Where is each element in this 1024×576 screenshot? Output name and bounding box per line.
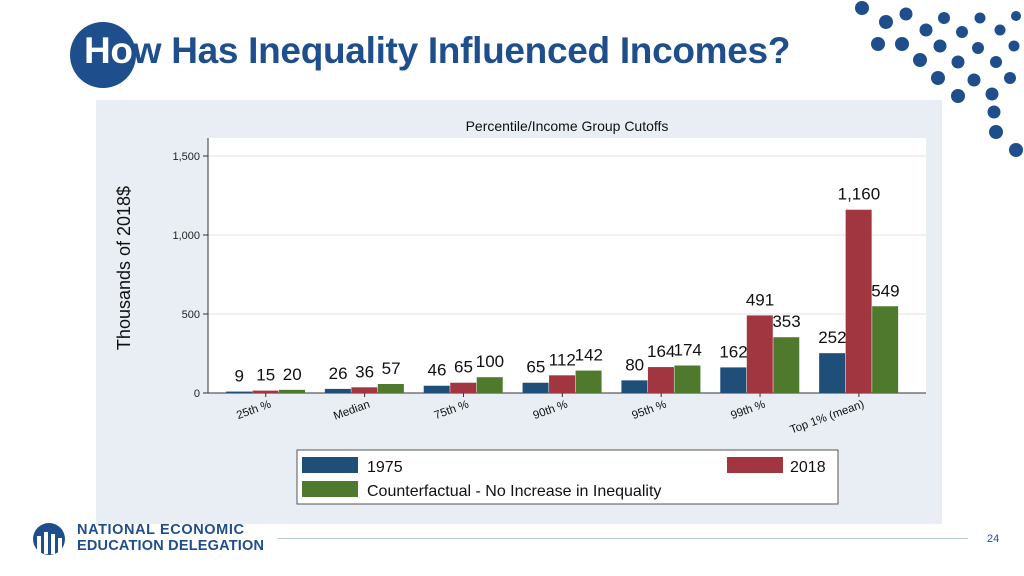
legend-swatch-0 bbox=[302, 457, 358, 473]
bar-0 bbox=[324, 388, 351, 393]
bar-2 bbox=[377, 383, 404, 393]
x-tick-label: 90th % bbox=[532, 399, 570, 423]
x-tick-label: 25th % bbox=[235, 399, 273, 423]
bar-1 bbox=[549, 375, 576, 393]
data-label: 549 bbox=[871, 281, 899, 300]
data-label: 57 bbox=[382, 359, 401, 378]
bar-chart: Percentile/Income Group Cutoffs 0 500 1,000… bbox=[114, 118, 926, 505]
data-label: 9 bbox=[235, 367, 244, 386]
page-number: 24 bbox=[987, 533, 1000, 545]
bar-1 bbox=[450, 382, 477, 393]
decorative-dots bbox=[855, 1, 1023, 157]
org-name-line2: EDUCATION DELEGATION bbox=[77, 538, 265, 554]
data-label: 174 bbox=[673, 341, 701, 360]
bar-2 bbox=[773, 337, 800, 393]
plot-area bbox=[208, 138, 926, 393]
bar-1 bbox=[845, 209, 872, 393]
data-label: 112 bbox=[549, 350, 576, 369]
y-axis-label: Thousands of 2018$ bbox=[114, 186, 134, 350]
data-label: 252 bbox=[818, 328, 846, 347]
y-tick-label: 1,500 bbox=[172, 151, 200, 163]
chart-title: Percentile/Income Group Cutoffs bbox=[466, 118, 669, 134]
columns-globe-icon bbox=[33, 523, 65, 555]
data-label: 15 bbox=[256, 366, 275, 385]
legend-swatch-2 bbox=[302, 481, 358, 497]
data-label: 80 bbox=[625, 355, 644, 374]
chart-panel: Percentile/Income Group Cutoffs 0 500 1,000… bbox=[96, 100, 942, 524]
bar-1 bbox=[351, 387, 378, 393]
y-tick-label: 500 bbox=[182, 309, 200, 321]
y-tick-label: 0 bbox=[194, 388, 200, 400]
data-label: 162 bbox=[719, 342, 747, 361]
legend-swatch-1 bbox=[727, 457, 783, 473]
data-label: 164 bbox=[647, 342, 675, 361]
bar-0 bbox=[423, 385, 450, 393]
legend-label-2: Counterfactual - No Increase in Inequali… bbox=[367, 483, 661, 500]
page-title: How Has Inequality Influenced Incomes? bbox=[84, 30, 790, 72]
data-label: 1,160 bbox=[838, 185, 881, 204]
bar-0 bbox=[720, 367, 747, 393]
x-tick-label: Top 1% (mean) bbox=[789, 398, 867, 436]
title-circle bbox=[70, 22, 136, 88]
bar-1 bbox=[746, 315, 773, 393]
legend-label-0: 1975 bbox=[367, 459, 403, 476]
x-tick-label: 99th % bbox=[729, 399, 767, 423]
data-label: 491 bbox=[746, 290, 774, 309]
bar-2 bbox=[575, 370, 602, 393]
x-tick-label: 75th % bbox=[433, 399, 471, 423]
footer-divider bbox=[278, 538, 968, 539]
bar-0 bbox=[522, 382, 549, 393]
data-label: 353 bbox=[772, 312, 800, 331]
bar-2 bbox=[279, 389, 305, 393]
bar-2 bbox=[872, 306, 899, 393]
bar-0 bbox=[621, 380, 648, 393]
data-label: 36 bbox=[355, 362, 374, 381]
data-label: 100 bbox=[476, 352, 504, 371]
data-label: 65 bbox=[526, 358, 545, 377]
x-tick-label: 95th % bbox=[630, 399, 668, 423]
data-label: 26 bbox=[329, 364, 348, 383]
y-tick-label: 1,000 bbox=[172, 230, 200, 242]
bar-0 bbox=[819, 353, 846, 393]
page-title-rest: w Has Inequality Influenced Incomes? bbox=[132, 30, 791, 71]
data-label: 46 bbox=[428, 361, 447, 380]
bar-0 bbox=[226, 391, 252, 393]
org-name-line1: NATIONAL ECONOMIC bbox=[77, 522, 245, 538]
bar-1 bbox=[252, 390, 279, 393]
legend-label-1: 2018 bbox=[790, 459, 826, 476]
x-tick-label: Median bbox=[332, 399, 372, 423]
data-label: 142 bbox=[575, 346, 603, 365]
page-title-lead: Ho bbox=[84, 30, 133, 71]
bar-2 bbox=[476, 377, 503, 393]
bar-2 bbox=[674, 365, 701, 393]
data-label: 65 bbox=[454, 358, 473, 377]
bar-1 bbox=[647, 367, 674, 393]
data-label: 20 bbox=[283, 365, 302, 384]
